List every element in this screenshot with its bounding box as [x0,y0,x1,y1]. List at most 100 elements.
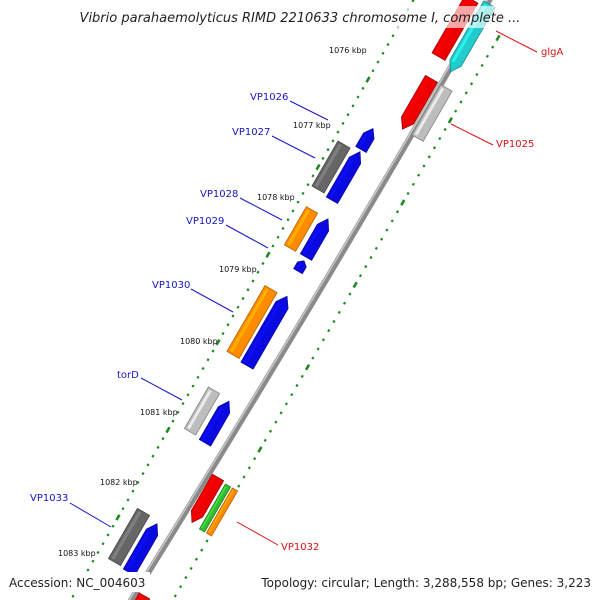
gene-partial-red[interactable] [132,592,151,600]
inner-rail-tick [101,542,105,546]
inner-rail-tick [226,323,230,327]
gene-vp1025[interactable] [411,84,453,142]
outer-rail-tick [268,429,273,433]
gene-vp1033-dark-highlight [111,511,142,560]
gene-label-vp1030[interactable]: VP1030 [152,280,190,291]
outer-rail-tick [464,91,468,95]
gene-vp1028[interactable] [283,206,319,252]
inner-rail-tick [371,69,375,73]
inner-rail-tick [386,42,390,47]
inner-rail-tick [106,533,110,537]
gene-vp1032-red[interactable] [190,473,225,524]
gene-tord-highlight [202,407,223,441]
inner-rail-tick [121,507,125,511]
inner-rail-tick [376,60,380,64]
inner-rail-tick [361,86,365,90]
inner-rail-tick [91,559,95,563]
gene-label-vp1028[interactable]: VP1028 [200,189,238,200]
gene-vp1029-small-highlight [296,262,301,269]
outer-rail-tick [257,446,263,453]
leader-vp1028 [239,197,283,221]
outer-rail-tick [432,146,437,150]
inner-rail-tick [115,514,121,521]
inner-rail-tick [306,183,310,187]
gene-vp1027-dark-highlight [314,143,342,187]
gene-tord-gray-highlight [187,389,212,430]
outer-rail-tick [321,338,325,342]
inner-rail-tick [146,463,150,467]
gene-vp1033-dark[interactable] [107,507,151,567]
inner-rail-tick [326,148,330,152]
outer-rail-tick [300,374,304,378]
gene-label-vp1025[interactable]: VP1025 [496,139,534,150]
gene-vp1025-red-highlight [403,78,430,120]
gene-vp1029[interactable] [299,218,330,261]
inner-rail-tick [236,305,240,309]
gene-label-vp1026[interactable]: VP1026 [250,92,288,103]
inner-rail-tick [126,498,130,502]
inner-rail-tick [331,139,335,143]
inner-rail-tick [181,401,185,406]
outer-rail-tick [406,191,410,196]
kbp-label-1078: 1078 kbp [257,193,295,202]
inner-rail-tick [191,384,195,388]
gene-label-vp1033[interactable]: VP1033 [30,493,68,504]
gene-vp1030-orange[interactable] [226,285,278,359]
outer-rail-tick [495,34,501,42]
gene-label-vp1029[interactable]: VP1029 [186,216,224,227]
gene-vp1030[interactable] [240,295,289,370]
leader-vp1025 [450,123,494,146]
gene-vp1028-highlight [287,209,310,246]
outer-rail-tick [343,301,347,305]
gene-vp1032[interactable] [205,487,239,537]
outer-rail-tick [447,117,454,124]
outer-rail-tick [189,566,193,571]
gene-vp1032-red-body[interactable] [190,473,225,524]
outer-rail-tick [454,109,458,113]
gene-label-vp1032[interactable]: VP1032 [281,542,319,553]
inner-rail-tick [311,174,315,178]
leader-lines [69,30,538,546]
outer-rail-tick [304,363,311,371]
gene-vp1032-green-highlight [201,486,227,529]
kbp-label-1079: 1079 kbp [219,265,257,274]
inner-rail-tick [71,594,75,598]
gene-label-vp1027[interactable]: VP1027 [232,127,270,138]
gene-vp1027-dark[interactable] [311,140,351,194]
gene-tord[interactable] [198,400,231,447]
inner-rail-tick [241,296,245,301]
inner-rail-tick [281,226,285,231]
gene-vp1029-small-body[interactable] [293,260,307,275]
gene-vp1026[interactable] [355,128,375,153]
gene-label-glga[interactable]: glgA [541,47,563,58]
gene-vp1026-highlight [358,133,368,147]
inner-rail-tick [351,104,355,108]
inner-rail-tick [141,472,145,476]
gene-vp1029-small[interactable] [293,260,307,275]
gene-label-tord[interactable]: torD [117,370,139,381]
gene-tord-gray[interactable] [183,386,221,436]
gene-vp1027[interactable] [325,151,362,205]
inner-rail-tick [346,113,350,117]
leader-vp1033 [69,502,112,528]
inner-rail-tick [276,235,280,239]
outer-rail-tick [295,383,299,388]
outer-rail-tick [316,347,320,351]
outer-rail-tick [311,356,315,360]
outer-rail-tick [352,281,358,289]
gene-vp1025-red[interactable] [401,74,439,130]
inner-rail-tick [256,270,260,274]
leader-tord [140,377,183,401]
footer-backdrop-left [4,572,150,592]
gene-vp1032-highlight [208,490,234,533]
inner-rail-tick [341,121,345,125]
gene-vp1032-green[interactable] [198,483,232,533]
leader-vp1032 [236,521,279,546]
outer-rail-tick [364,265,368,269]
inner-rail-tick [136,480,140,484]
gene-vp1025-red-body[interactable] [401,74,439,130]
outer-rail-tick [390,219,394,223]
map-title: Vibrio parahaemolyticus RIMD 2210633 chr… [80,11,521,26]
gene-vp1026-body[interactable] [355,128,375,153]
